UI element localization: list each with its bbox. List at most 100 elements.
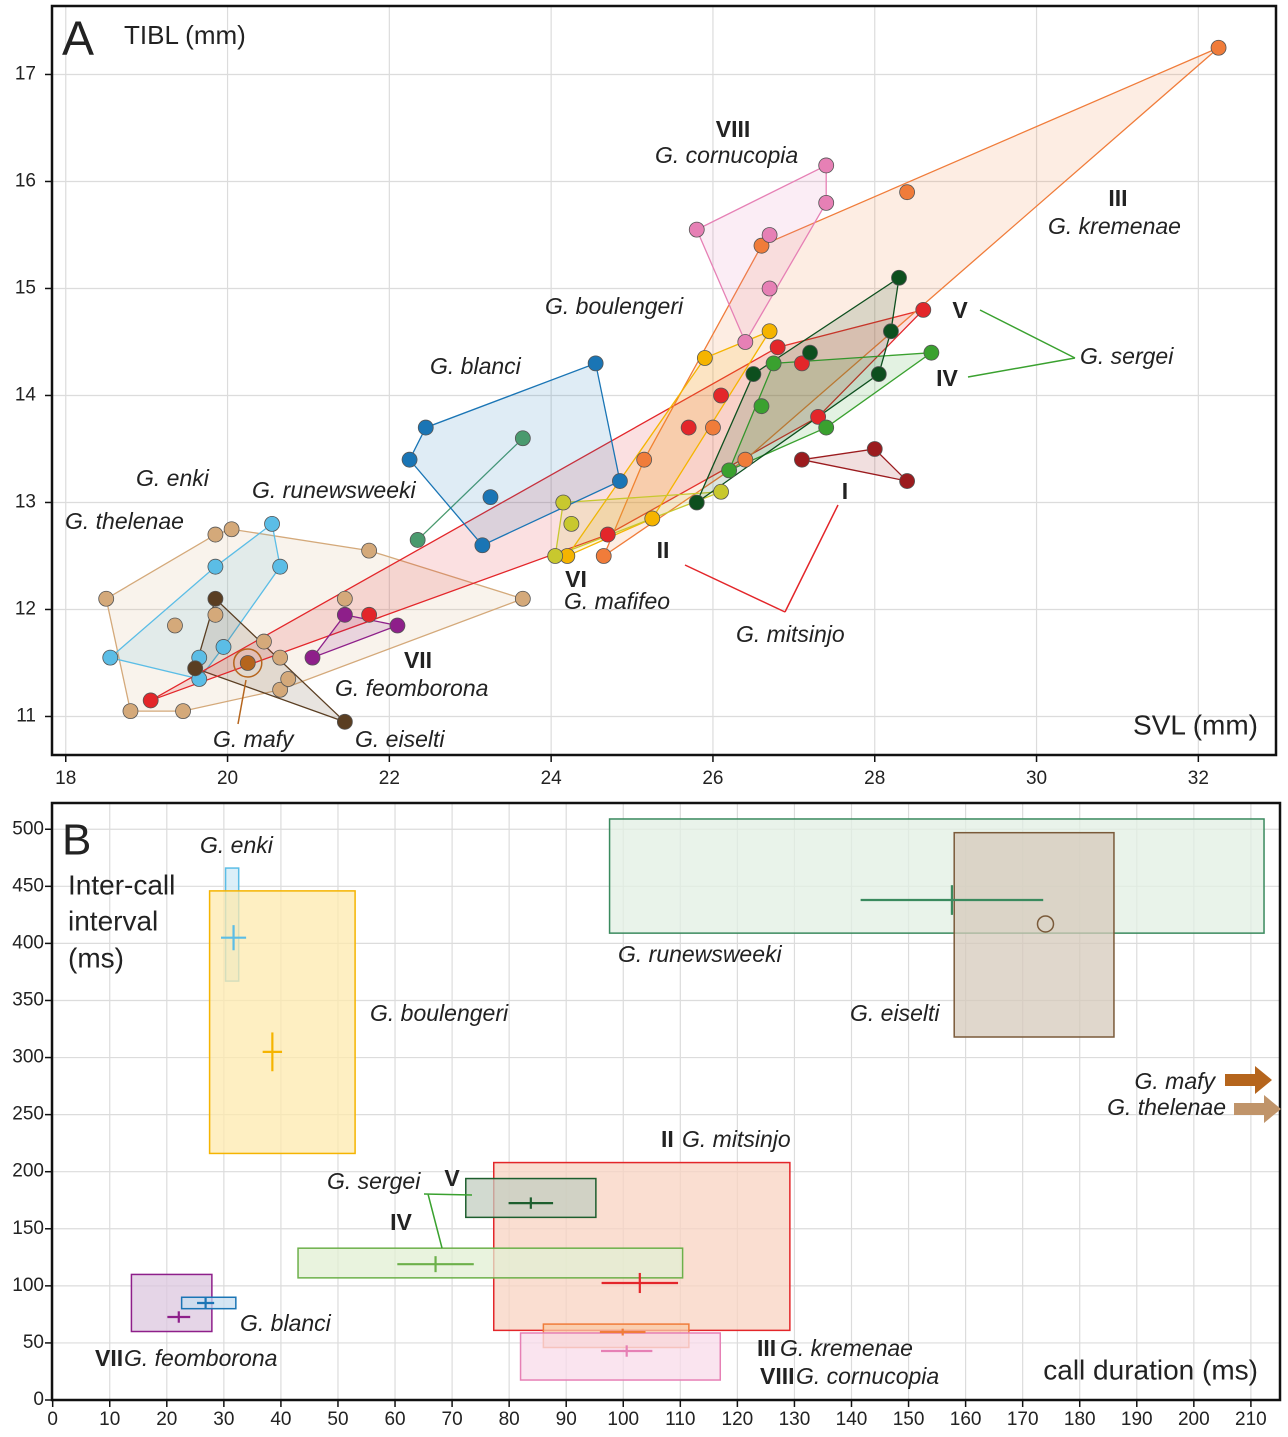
point [891, 269, 907, 286]
series-label: G. boulengeri [370, 1000, 509, 1026]
x-tick-label: 60 [384, 1409, 405, 1430]
x-tick-label: 20 [156, 1409, 177, 1430]
x-tick-label: 30 [1026, 768, 1047, 789]
point [636, 451, 653, 468]
point [361, 606, 378, 623]
arrow [1234, 1095, 1281, 1123]
offscale-label: G. mafy [1134, 1068, 1216, 1094]
range-box [953, 831, 1115, 1038]
point [167, 617, 183, 634]
x-tick-label: 110 [665, 1409, 695, 1430]
series-label: G. cornucopia [655, 142, 798, 168]
series-label: G. mafifeo [564, 588, 670, 614]
x-tick-label: 26 [702, 768, 723, 789]
point [336, 606, 353, 623]
point [899, 184, 916, 201]
point [915, 301, 932, 318]
point [223, 521, 240, 538]
x-tick-label: 50 [327, 1409, 348, 1430]
point [280, 671, 297, 687]
grids [52, 6, 1280, 1401]
point [587, 355, 604, 372]
point [595, 548, 612, 564]
point [563, 515, 580, 532]
point [401, 451, 418, 468]
point [187, 660, 204, 677]
point [737, 451, 754, 468]
point [688, 221, 705, 238]
series-label: G. mitsinjo [736, 621, 845, 647]
y-tick-label: 350 [12, 989, 44, 1010]
point [794, 355, 810, 372]
annotation: G. sergei [327, 1168, 421, 1194]
series-label: IV [390, 1209, 412, 1235]
x-tick-label: 120 [722, 1409, 754, 1430]
point [474, 537, 491, 554]
series-label: G. blanci [240, 1310, 332, 1336]
x-tick-label: 30 [213, 1409, 234, 1430]
point [207, 590, 224, 607]
y-tick-label: 250 [12, 1104, 44, 1125]
series-label: G. mafy [213, 726, 295, 752]
point [142, 692, 159, 709]
point [239, 655, 256, 671]
y-tick-label: 17 [15, 63, 36, 84]
point [207, 606, 224, 623]
y-tick-label: 150 [12, 1218, 44, 1239]
series-label: G. runewsweeki [252, 477, 417, 503]
clade-label: III [757, 1335, 776, 1361]
point [883, 323, 899, 340]
leader [423, 1193, 473, 1249]
series-label: G. runewsweeki [618, 941, 783, 967]
hull [554, 491, 722, 557]
y-tick-label: 13 [15, 491, 36, 512]
point [409, 532, 426, 548]
point [612, 473, 628, 489]
y-tick-label: 500 [12, 818, 44, 839]
clade-label: VI [565, 566, 587, 592]
clade-label: VII [404, 647, 432, 673]
x-tick-label: 140 [836, 1409, 868, 1430]
point [102, 649, 119, 666]
series-label: G. enki [136, 465, 210, 491]
highlight-ring [233, 648, 263, 678]
point [761, 280, 778, 297]
point [555, 494, 572, 511]
series-label: G. blanci [430, 353, 522, 379]
series-label: G. mitsinjo [682, 1126, 791, 1152]
y-tick-label: 14 [15, 384, 37, 405]
point [721, 462, 738, 479]
clade-label: II [657, 537, 670, 563]
point [215, 639, 232, 655]
range-box [208, 890, 356, 1155]
point [599, 526, 616, 543]
point [737, 334, 754, 350]
point [514, 430, 531, 447]
point [696, 350, 713, 366]
marks [98, 39, 1265, 1381]
point [644, 510, 661, 527]
point [818, 419, 835, 436]
x-tick-label: 160 [950, 1409, 982, 1430]
point [207, 526, 224, 543]
series-label: V [952, 297, 968, 323]
series-label: G. enki [200, 832, 274, 858]
x-tick-label: 32 [1188, 768, 1209, 789]
clade-label: VIII [716, 116, 751, 142]
point [761, 227, 778, 243]
point [866, 441, 883, 457]
y-tick-label: 450 [12, 875, 44, 896]
y-tick-label: 400 [12, 932, 44, 953]
panel-a-frame [50, 4, 1278, 757]
x-tick-label: 80 [499, 1409, 520, 1430]
y-axis-label: interval [68, 905, 158, 936]
x-tick-label: 150 [893, 1409, 925, 1430]
point [482, 489, 499, 506]
y-tick-label: 15 [15, 277, 36, 298]
x-tick-label: 40 [270, 1409, 291, 1430]
y-tick-label: 50 [23, 1332, 44, 1353]
point [547, 548, 564, 564]
y-tick-label: 200 [12, 1161, 44, 1182]
point [1210, 39, 1227, 56]
point [899, 473, 916, 489]
